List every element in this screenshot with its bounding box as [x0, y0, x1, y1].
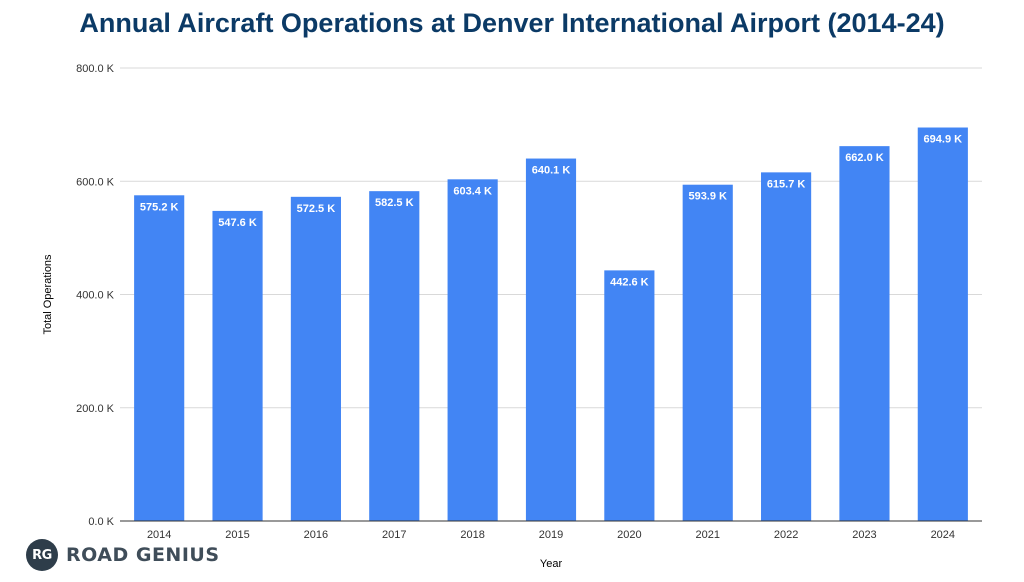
x-tick-label: 2021	[695, 529, 719, 541]
y-tick-label: 800.0 K	[76, 63, 115, 75]
x-axis-ticks: 2014 2015 2016 2017 2018 2019 2020 2021 2022 2023…	[147, 529, 955, 541]
brand-name: ROAD GENIUS	[66, 544, 220, 566]
data-label: 615.7 K	[767, 178, 806, 190]
road-genius-logo-icon: RG	[26, 539, 58, 571]
data-label: 547.6 K	[218, 217, 257, 229]
data-label: 640.1 K	[532, 165, 571, 177]
y-tick-label: 600.0 K	[76, 176, 115, 188]
x-tick-label: 2023	[852, 529, 876, 541]
bar-2015	[212, 210, 263, 521]
data-label: 442.6 K	[610, 276, 649, 288]
road-genius-logo: RG ROAD GENIUS	[26, 538, 220, 572]
x-tick-label: 2016	[304, 529, 328, 541]
y-axis-ticks: 0.0 K 200.0 K 400.0 K 600.0 K 800.0 K	[76, 63, 115, 528]
bar-2018	[447, 179, 498, 521]
bar-2020	[604, 270, 655, 521]
x-tick-label: 2024	[931, 529, 955, 541]
bar-2016	[290, 196, 341, 521]
x-tick-label: 2019	[539, 529, 563, 541]
y-tick-label: 0.0 K	[88, 516, 114, 528]
x-tick-label: 2020	[617, 529, 641, 541]
data-label: 575.2 K	[140, 201, 179, 213]
bar-2024	[917, 127, 968, 521]
data-label: 593.9 K	[688, 191, 727, 203]
data-label: 662.0 K	[845, 152, 884, 164]
bar-2021	[682, 184, 733, 521]
x-axis-title: Year	[540, 558, 563, 570]
x-tick-label: 2022	[774, 529, 798, 541]
data-labels: 575.2 K 547.6 K 572.5 K 582.5 K 603.4 K 640.1…	[140, 134, 962, 289]
x-tick-label: 2014	[147, 529, 171, 541]
data-label: 572.5 K	[297, 203, 336, 215]
data-label: 603.4 K	[453, 185, 492, 197]
data-label: 582.5 K	[375, 197, 414, 209]
x-tick-label: 2015	[225, 529, 249, 541]
y-axis-title: Total Operations	[42, 254, 54, 335]
data-label: 694.9 K	[924, 134, 963, 146]
bar-2019	[525, 158, 577, 521]
y-tick-label: 200.0 K	[76, 403, 115, 415]
bar-2017	[369, 191, 420, 522]
x-tick-label: 2017	[382, 529, 406, 541]
bar-2022	[761, 172, 812, 522]
bars	[134, 127, 968, 522]
y-tick-label: 400.0 K	[76, 290, 115, 302]
chart-title: Annual Aircraft Operations at Denver Int…	[79, 8, 945, 38]
bar-2023	[839, 146, 890, 521]
bar-2014	[134, 195, 185, 521]
x-tick-label: 2018	[460, 529, 484, 541]
